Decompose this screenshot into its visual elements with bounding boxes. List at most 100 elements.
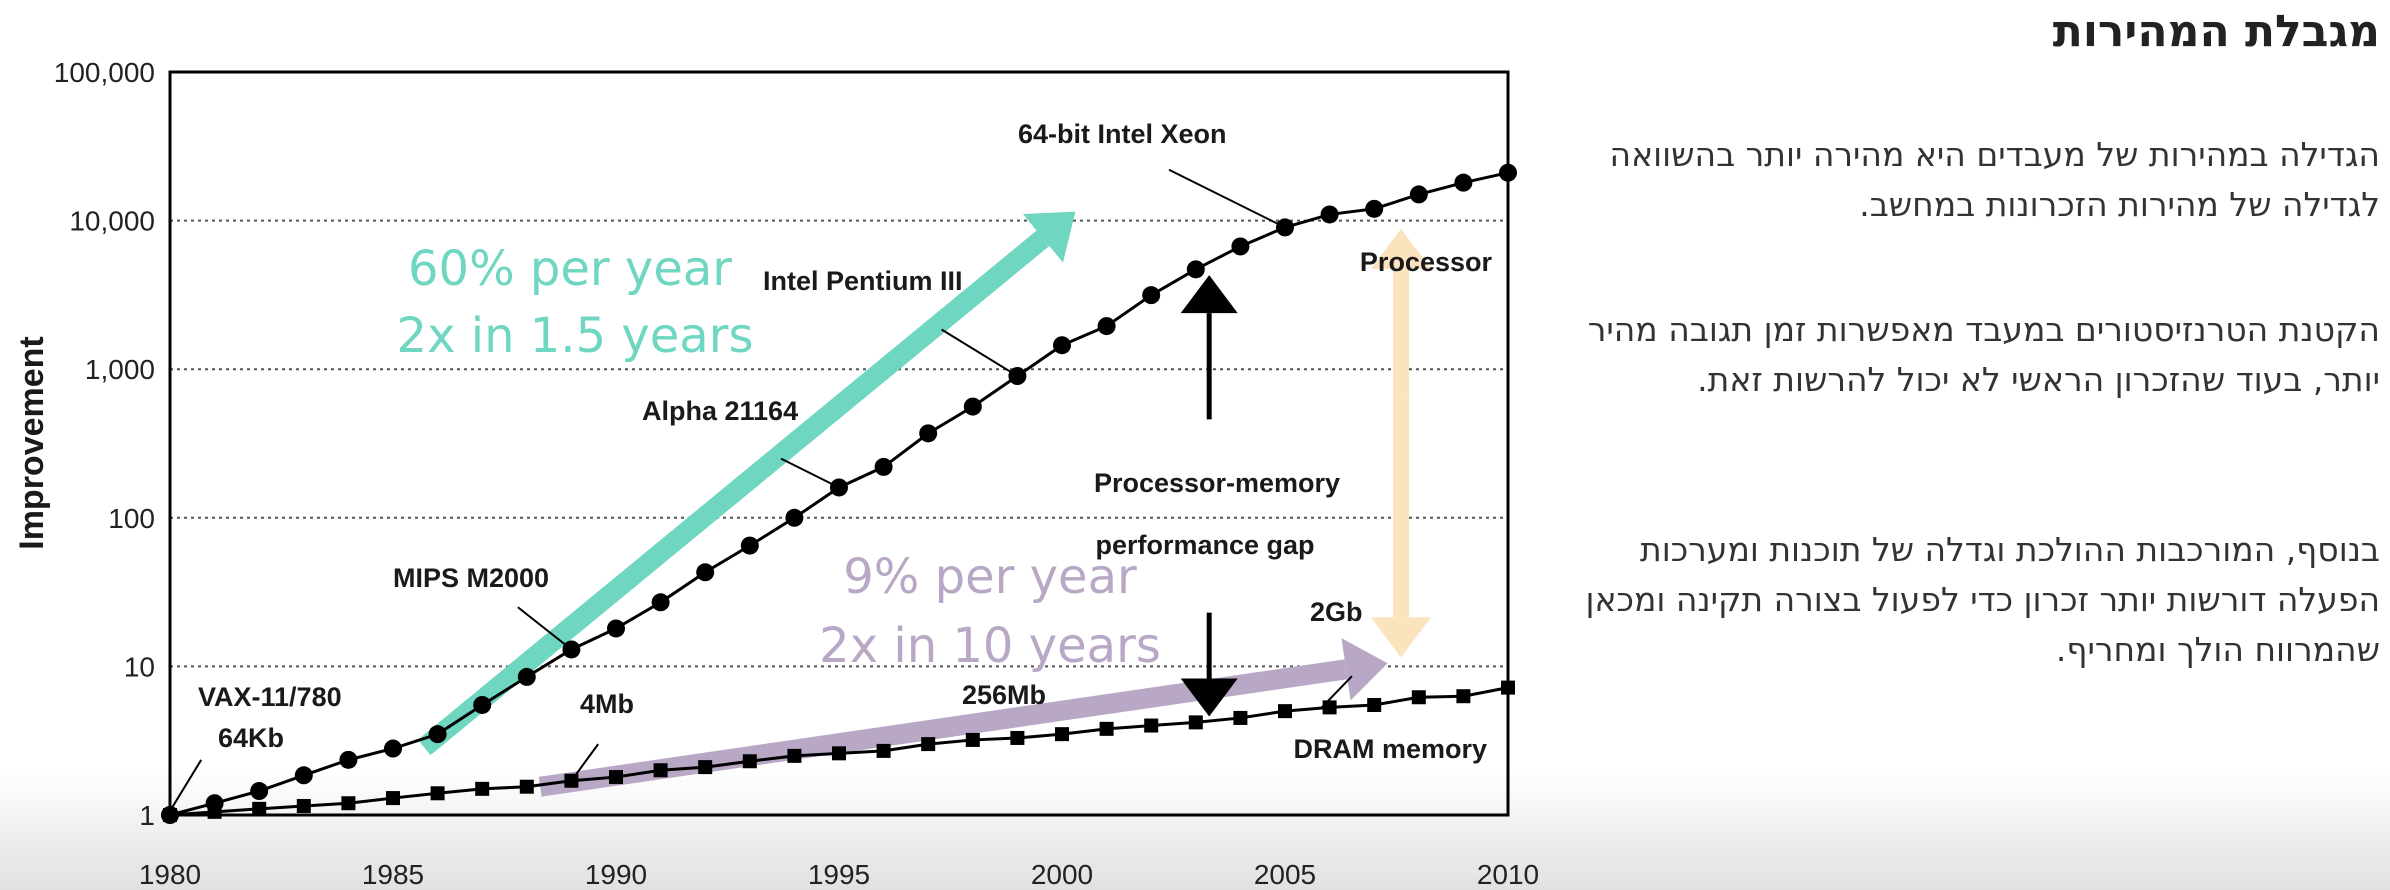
point-label: Alpha 21164 [642, 396, 798, 426]
processor-point [294, 766, 313, 785]
dram-point [341, 796, 356, 811]
gap-arrow-down-head [1180, 678, 1238, 717]
processor-point [1365, 199, 1384, 218]
dram-point [1322, 700, 1337, 715]
memory-rate-line1: 9% per year [843, 549, 1137, 605]
gap-arrow-down [1180, 612, 1238, 717]
series-lines [161, 163, 1517, 824]
gap-arrow-up-head [1180, 275, 1238, 314]
gap-highlight-arrow-up [1370, 228, 1431, 393]
processor-point [1097, 317, 1116, 336]
processor-point [651, 593, 670, 612]
dram-point [1278, 704, 1292, 719]
trend-arrows [417, 211, 1431, 797]
dram-point [1010, 730, 1025, 745]
processor-rate-line1: 60% per year [408, 241, 732, 297]
processor-point [339, 750, 358, 769]
dram-point [787, 748, 802, 763]
y-tick-label: 10 [124, 651, 155, 682]
processor-point [517, 667, 536, 686]
processor-point [1186, 260, 1205, 279]
y-tick-label: 100 [108, 503, 155, 534]
dram-point [1233, 710, 1248, 725]
dram-point [430, 786, 445, 801]
processor-point [874, 457, 893, 476]
dram-point [207, 804, 222, 819]
point-label: Intel Pentium III [763, 266, 963, 296]
processor-point [1053, 336, 1071, 355]
x-tick-label: 2000 [1031, 859, 1093, 890]
processor-point [740, 536, 759, 555]
dram-point [475, 781, 490, 796]
gap-arrow-up [1180, 275, 1238, 420]
x-tick-label: 1980 [139, 859, 201, 890]
x-tick-label: 1995 [808, 859, 870, 890]
point-label: 2Gb [1310, 597, 1363, 627]
plot-frame [168, 70, 1510, 817]
dram-series-label: DRAM memory [1293, 734, 1487, 764]
leader-line [1168, 168, 1286, 229]
x-tick-label: 2005 [1254, 859, 1316, 890]
dram-point [965, 732, 980, 747]
x-tick-label: 2010 [1477, 859, 1539, 890]
dram-point [1411, 690, 1426, 705]
dram-point [921, 737, 936, 752]
dram-point [1055, 727, 1069, 742]
gap-highlight-arrow-up-head [1370, 228, 1431, 269]
processor-point [1499, 163, 1517, 182]
processor-point [384, 739, 402, 758]
y-axis-label: Improvement [13, 336, 51, 550]
paragraph-software-complexity: בנוסף, המורכבות ההולכת וגדלה של תוכנות ו… [1585, 530, 2380, 669]
dram-point [832, 746, 846, 761]
gap-label-line1: Processor-memory [1094, 468, 1340, 498]
processor-point [1231, 237, 1250, 256]
dram-point [1188, 715, 1203, 730]
processor-trend-arrow-shaft [417, 230, 1050, 756]
point-label: 256Mb [962, 680, 1046, 710]
x-tick-label: 1985 [362, 859, 424, 890]
dram-point [1367, 697, 1382, 712]
x-tick-label: 1990 [585, 859, 647, 890]
leader-line [517, 606, 573, 651]
processor-point [1320, 205, 1339, 224]
y-tick-label: 100,000 [54, 57, 155, 88]
axis-ticks: 1 10 100 1,000 10,000 100,000 1980 1985 1990 1995… [54, 57, 1539, 890]
point-label: 64Kb [218, 723, 284, 753]
processor-series-label: Processor [1360, 247, 1493, 277]
dram-point [296, 798, 311, 813]
gap-highlight-arrow-down [1370, 392, 1431, 658]
processor-point [696, 563, 715, 582]
leader-line [164, 759, 203, 819]
dram-point [698, 760, 713, 775]
processor-point [785, 508, 804, 527]
improvement-chart: 1 10 100 1,000 10,000 100,000 1980 1985 1990 1995… [13, 57, 1539, 890]
processor-rate-line2: 2x in 1.5 years [397, 308, 754, 364]
leader-line [570, 743, 599, 782]
dram-point [519, 779, 534, 794]
point-label: VAX-11/780 [198, 682, 342, 712]
annotations: VAX-11/780 64Kb MIPS M2000 4Mb Alpha 21164 In… [164, 119, 1493, 819]
slide-title: מגבלת המהירות [2052, 6, 2380, 57]
y-tick-label: 10,000 [69, 206, 155, 237]
dram-point [252, 801, 267, 816]
dram-point [876, 743, 891, 758]
leader-line [941, 328, 1018, 377]
leader-line [780, 457, 840, 489]
explanation-panel: מגבלת המהירות הגדילה במהירות של מעבדים ה… [1560, 0, 2380, 770]
paragraph-transistor-size: הקטנת הטרנזיסטורים במעבד מאפשרות זמן תגו… [1587, 310, 2380, 399]
point-label: 4Mb [580, 689, 634, 719]
y-tick-label: 1,000 [85, 354, 155, 385]
y-tick-label: 1 [139, 800, 155, 831]
point-label: 64-bit Intel Xeon [1018, 119, 1227, 149]
gap-highlight-arrow-down-head [1370, 617, 1431, 658]
processor-point [473, 695, 492, 714]
processor-trend-arrow [417, 211, 1076, 756]
point-label: MIPS M2000 [393, 563, 549, 593]
dram-point [742, 754, 757, 769]
leader-line [1319, 675, 1353, 710]
dram-point [1099, 721, 1114, 736]
processor-point [1409, 185, 1428, 204]
processor-point [607, 619, 625, 638]
dram-point [1144, 718, 1159, 733]
memory-rate-line2: 2x in 10 years [819, 618, 1161, 674]
